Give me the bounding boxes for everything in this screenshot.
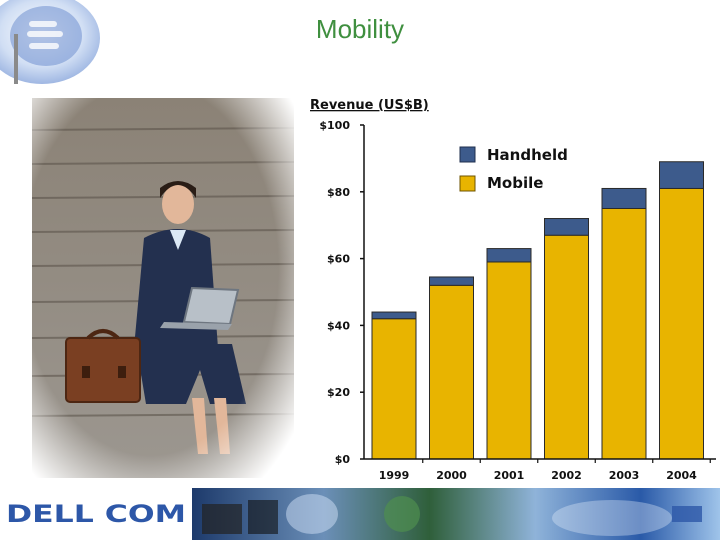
legend: Handheld Mobile <box>459 146 568 192</box>
dell-com-logo: DELL COM <box>6 500 186 528</box>
chart-title: Revenue (US$B) <box>310 98 429 113</box>
legend-label-mobile: Mobile <box>487 174 543 192</box>
y-tick-label: $0 <box>335 453 351 466</box>
footer-image-strip <box>192 488 720 540</box>
bar-handheld-2001 <box>486 248 532 263</box>
x-tick-label: 2002 <box>551 469 582 482</box>
bar-mobile-2002 <box>544 234 589 460</box>
y-tick-label: $40 <box>327 319 350 332</box>
y-tick-label: $80 <box>327 186 350 199</box>
bar-mobile-2004 <box>659 187 704 460</box>
bar-handheld-1999 <box>371 311 417 320</box>
bar-handheld-2002 <box>544 218 589 236</box>
x-axis: 1999 2000 2001 2002 2003 2004 <box>364 458 716 482</box>
bar-mobile-1999 <box>371 318 417 460</box>
bar-mobile-2003 <box>601 208 647 460</box>
revenue-bar-chart: Revenue (US$B) $0 $20 $40 $60 $80 $100 1999 20… <box>310 98 716 482</box>
slide-title: Mobility <box>315 14 405 44</box>
y-tick-label: $60 <box>327 253 350 266</box>
bar-handheld-2000 <box>429 276 474 286</box>
photo-woman-laptop <box>32 98 294 478</box>
y-tick-label: $100 <box>319 119 350 132</box>
dell-com-logo-text: DELL COM <box>6 500 186 528</box>
x-tick-label: 2000 <box>436 469 467 482</box>
x-tick-label: 2003 <box>609 469 640 482</box>
bar-mobile-2000 <box>429 284 474 460</box>
x-tick-label: 2004 <box>666 469 697 482</box>
x-tick-label: 2001 <box>494 469 525 482</box>
legend-swatch-mobile <box>459 175 476 192</box>
y-tick-label: $20 <box>327 386 350 399</box>
bar-handheld-2003 <box>601 187 647 209</box>
legend-swatch-handheld <box>459 146 476 163</box>
bar-mobile-2001 <box>486 261 532 460</box>
bars <box>371 161 704 460</box>
x-tick-label: 1999 <box>379 469 410 482</box>
dell-globe-logo <box>0 0 100 84</box>
y-axis: $0 $20 $40 $60 $80 $100 <box>319 119 365 466</box>
bar-handheld-2004 <box>659 161 704 189</box>
legend-label-handheld: Handheld <box>487 146 568 164</box>
